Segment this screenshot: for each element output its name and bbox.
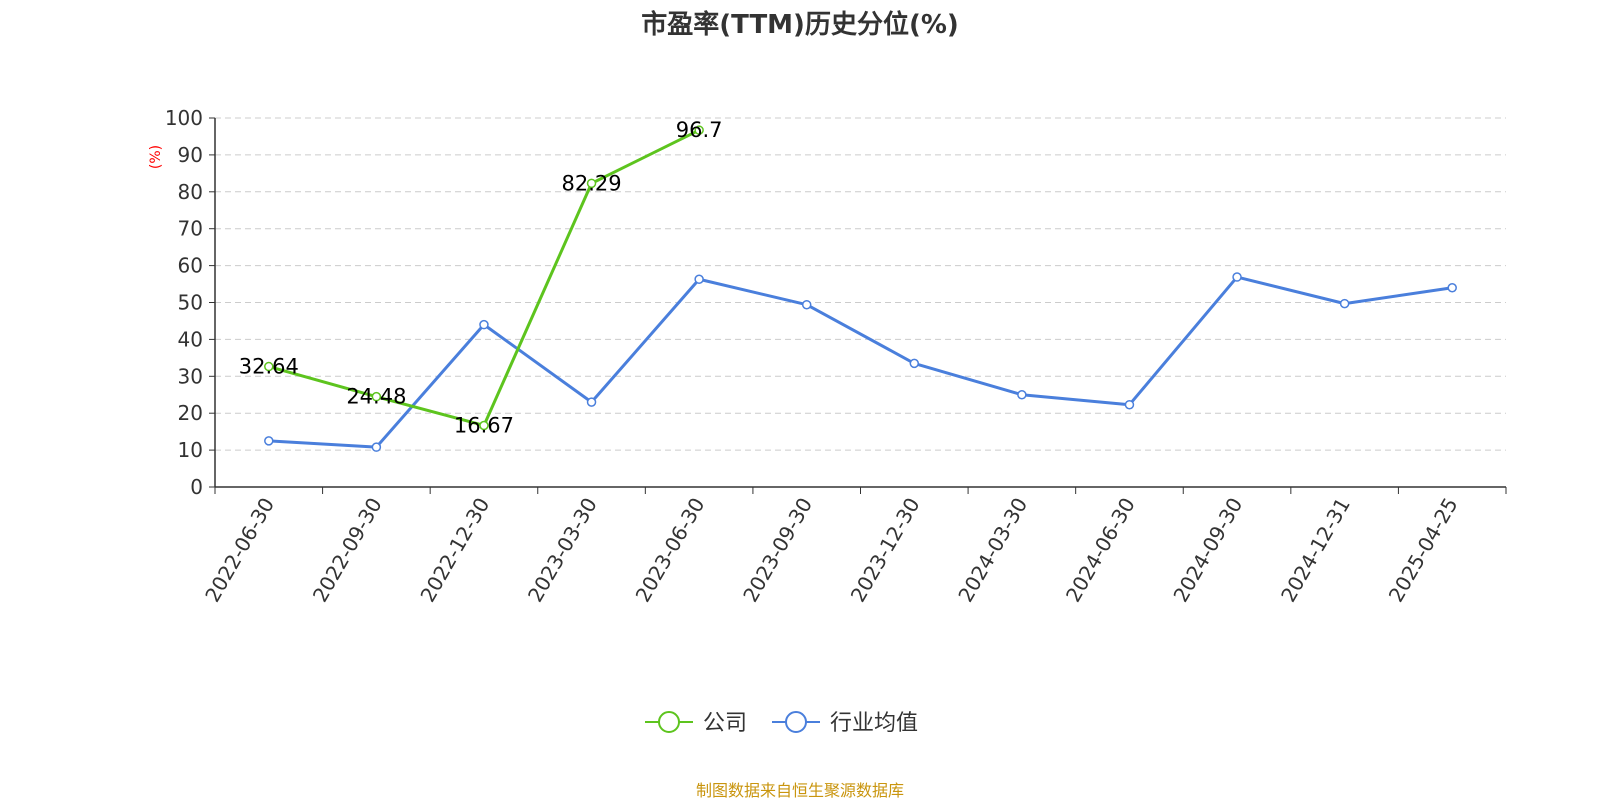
data-label: 82.29 <box>561 171 621 195</box>
x-tick-label: 2022-06-30 <box>200 494 279 607</box>
data-point <box>694 125 704 135</box>
data-point <box>909 358 920 369</box>
data-label: 24.48 <box>346 385 406 409</box>
data-point <box>264 436 274 446</box>
data-point <box>371 442 382 452</box>
x-tick-label: 2022-09-30 <box>308 494 387 607</box>
data-point <box>479 319 489 330</box>
x-tick-label: 2024-06-30 <box>1061 494 1140 607</box>
axes: 0 10 20 30 40 50 60 70 80 90 100 2022-06-30 2022-09-… <box>165 106 1507 607</box>
y-tick-label: 10 <box>178 438 203 462</box>
x-tick-label: 2025-04-25 <box>1384 494 1463 607</box>
data-point <box>371 391 382 402</box>
grid-lines <box>215 117 1506 451</box>
legend-marker <box>658 711 680 733</box>
data-labels: 32.64 24.48 16.67 82.29 96.7 <box>239 118 723 437</box>
x-tick-label: 2023-12-30 <box>846 494 925 607</box>
legend-label: 公司 <box>703 711 747 736</box>
data-point <box>264 361 274 372</box>
data-point <box>1339 298 1350 309</box>
y-tick-label: 60 <box>178 254 203 278</box>
chart-title: 市盈率(TTM)历史分位(%) <box>641 9 959 40</box>
source-note: 制图数据来自恒生聚源数据库 <box>696 781 904 800</box>
data-label: 96.7 <box>676 118 723 142</box>
data-point <box>479 420 489 431</box>
data-point <box>586 178 597 189</box>
legend: 公司 行业均值 <box>645 711 918 736</box>
y-axis-label: (%) <box>148 145 164 169</box>
data-point <box>586 397 597 407</box>
x-tick-label: 2023-06-30 <box>631 494 710 607</box>
data-label: 16.67 <box>454 413 514 437</box>
y-tick-label: 0 <box>190 475 203 499</box>
x-tick-label: 2024-03-30 <box>953 494 1032 607</box>
y-tick-label: 90 <box>178 143 203 167</box>
y-tick-label: 20 <box>178 401 203 425</box>
data-point <box>1124 399 1135 410</box>
data-point <box>1017 390 1027 400</box>
x-tick-label: 2024-09-30 <box>1168 494 1247 607</box>
legend-marker <box>785 711 807 733</box>
series-line-0 <box>268 128 700 427</box>
y-tick-label: 50 <box>178 291 203 315</box>
data-point <box>1447 282 1457 293</box>
x-tick-label: 2023-03-30 <box>523 494 602 607</box>
data-point <box>801 299 812 310</box>
y-tick-label: 40 <box>178 327 203 351</box>
x-tick-label: 2024-12-31 <box>1276 494 1355 607</box>
x-tick-label: 2023-09-30 <box>738 494 817 607</box>
y-tick-label: 100 <box>165 106 203 130</box>
data-point <box>1232 272 1242 282</box>
x-tick-label: 2022-12-30 <box>415 494 494 607</box>
y-tick-label: 80 <box>178 180 203 204</box>
series-line-1 <box>268 275 1453 449</box>
series-lines <box>264 125 1457 452</box>
y-tick-label: 30 <box>178 364 203 388</box>
data-point <box>694 274 704 285</box>
legend-label: 行业均值 <box>830 711 918 736</box>
y-tick-label: 70 <box>178 217 203 241</box>
data-label: 32.64 <box>239 355 299 379</box>
